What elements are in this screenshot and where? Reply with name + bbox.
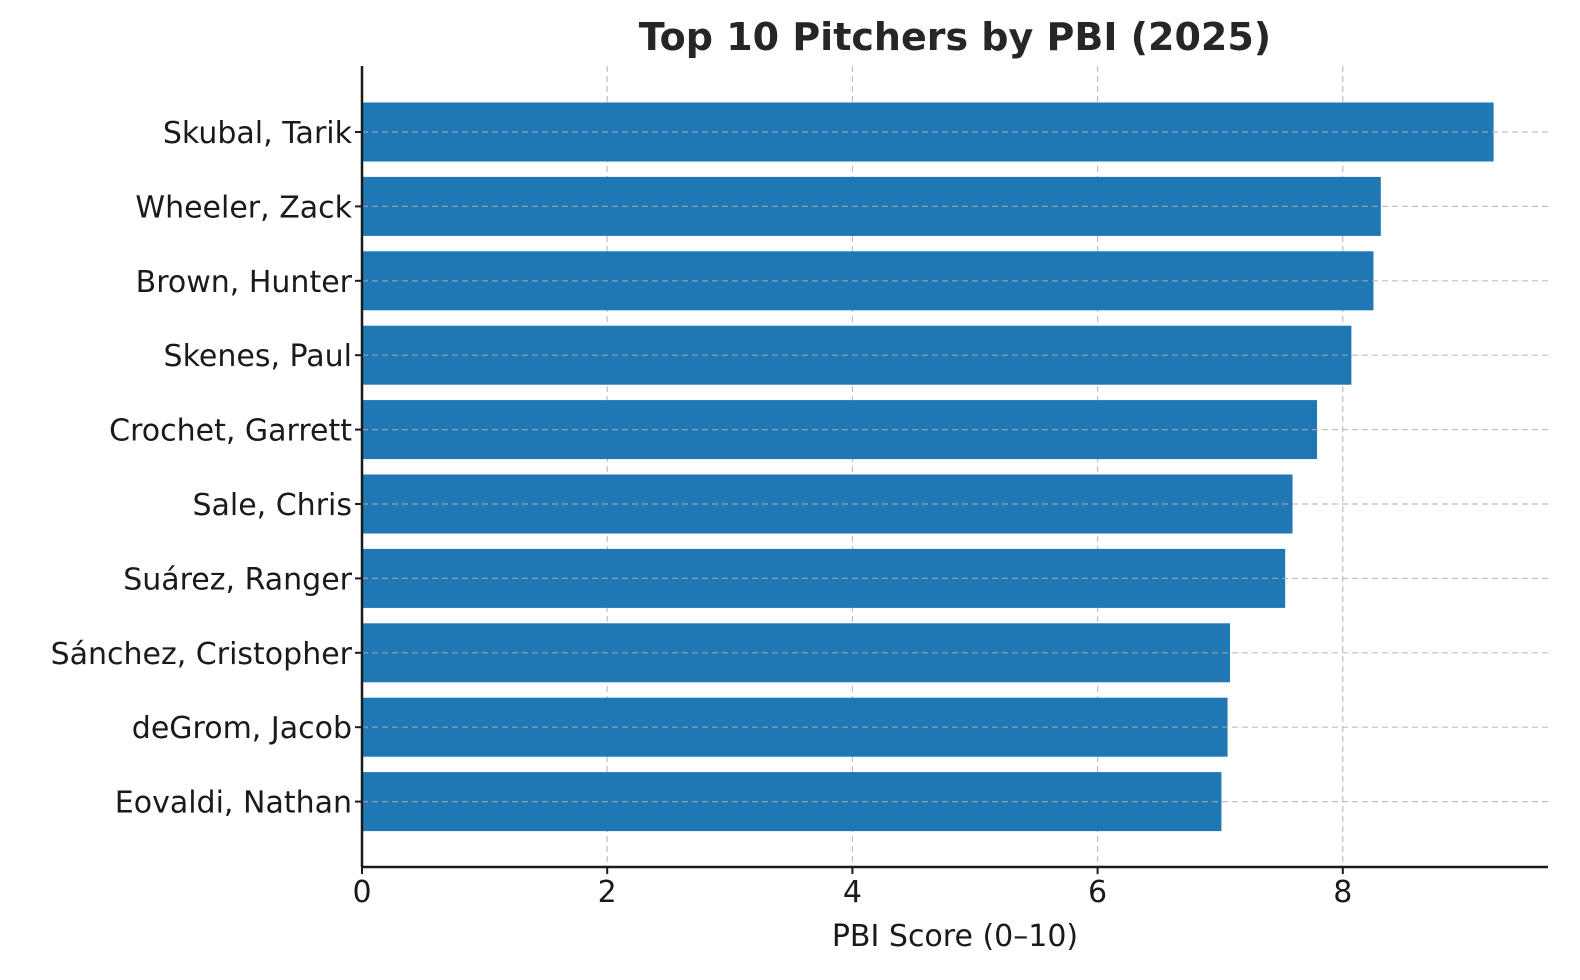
x-tick-label: 0: [352, 875, 371, 910]
hgrid-layer: [362, 131, 1548, 803]
x-axis-label: PBI Score (0–10): [832, 919, 1078, 954]
y-tick-label: Suárez, Ranger: [123, 562, 352, 597]
y-tick-label: Sánchez, Cristopher: [51, 637, 353, 672]
x-tick-label: 8: [1333, 875, 1352, 910]
y-tick-labels: Skubal, Tarik Wheeler, Zack Brown, Hunter S…: [51, 116, 362, 821]
y-tick-label: Wheeler, Zack: [135, 190, 352, 225]
y-tick-label: Sale, Chris: [192, 488, 352, 523]
y-tick-label: Brown, Hunter: [136, 265, 353, 300]
bar: [362, 176, 1381, 236]
y-tick-label: Skubal, Tarik: [163, 116, 353, 151]
x-tick-label: 2: [598, 875, 617, 910]
x-tick-label: 6: [1088, 875, 1107, 910]
x-tick-label: 4: [843, 875, 862, 910]
y-tick-label: Eovaldi, Nathan: [115, 786, 352, 821]
y-tick-label: deGrom, Jacob: [132, 711, 352, 746]
chart-title: Top 10 Pitchers by PBI (2025): [639, 15, 1271, 59]
bars-layer: [362, 102, 1494, 832]
x-tick-labels: 0 2 4 6 8: [352, 867, 1352, 910]
y-tick-label: Skenes, Paul: [164, 339, 352, 374]
y-tick-label: Crochet, Garrett: [109, 414, 352, 449]
axes-layer: [360, 66, 1548, 869]
